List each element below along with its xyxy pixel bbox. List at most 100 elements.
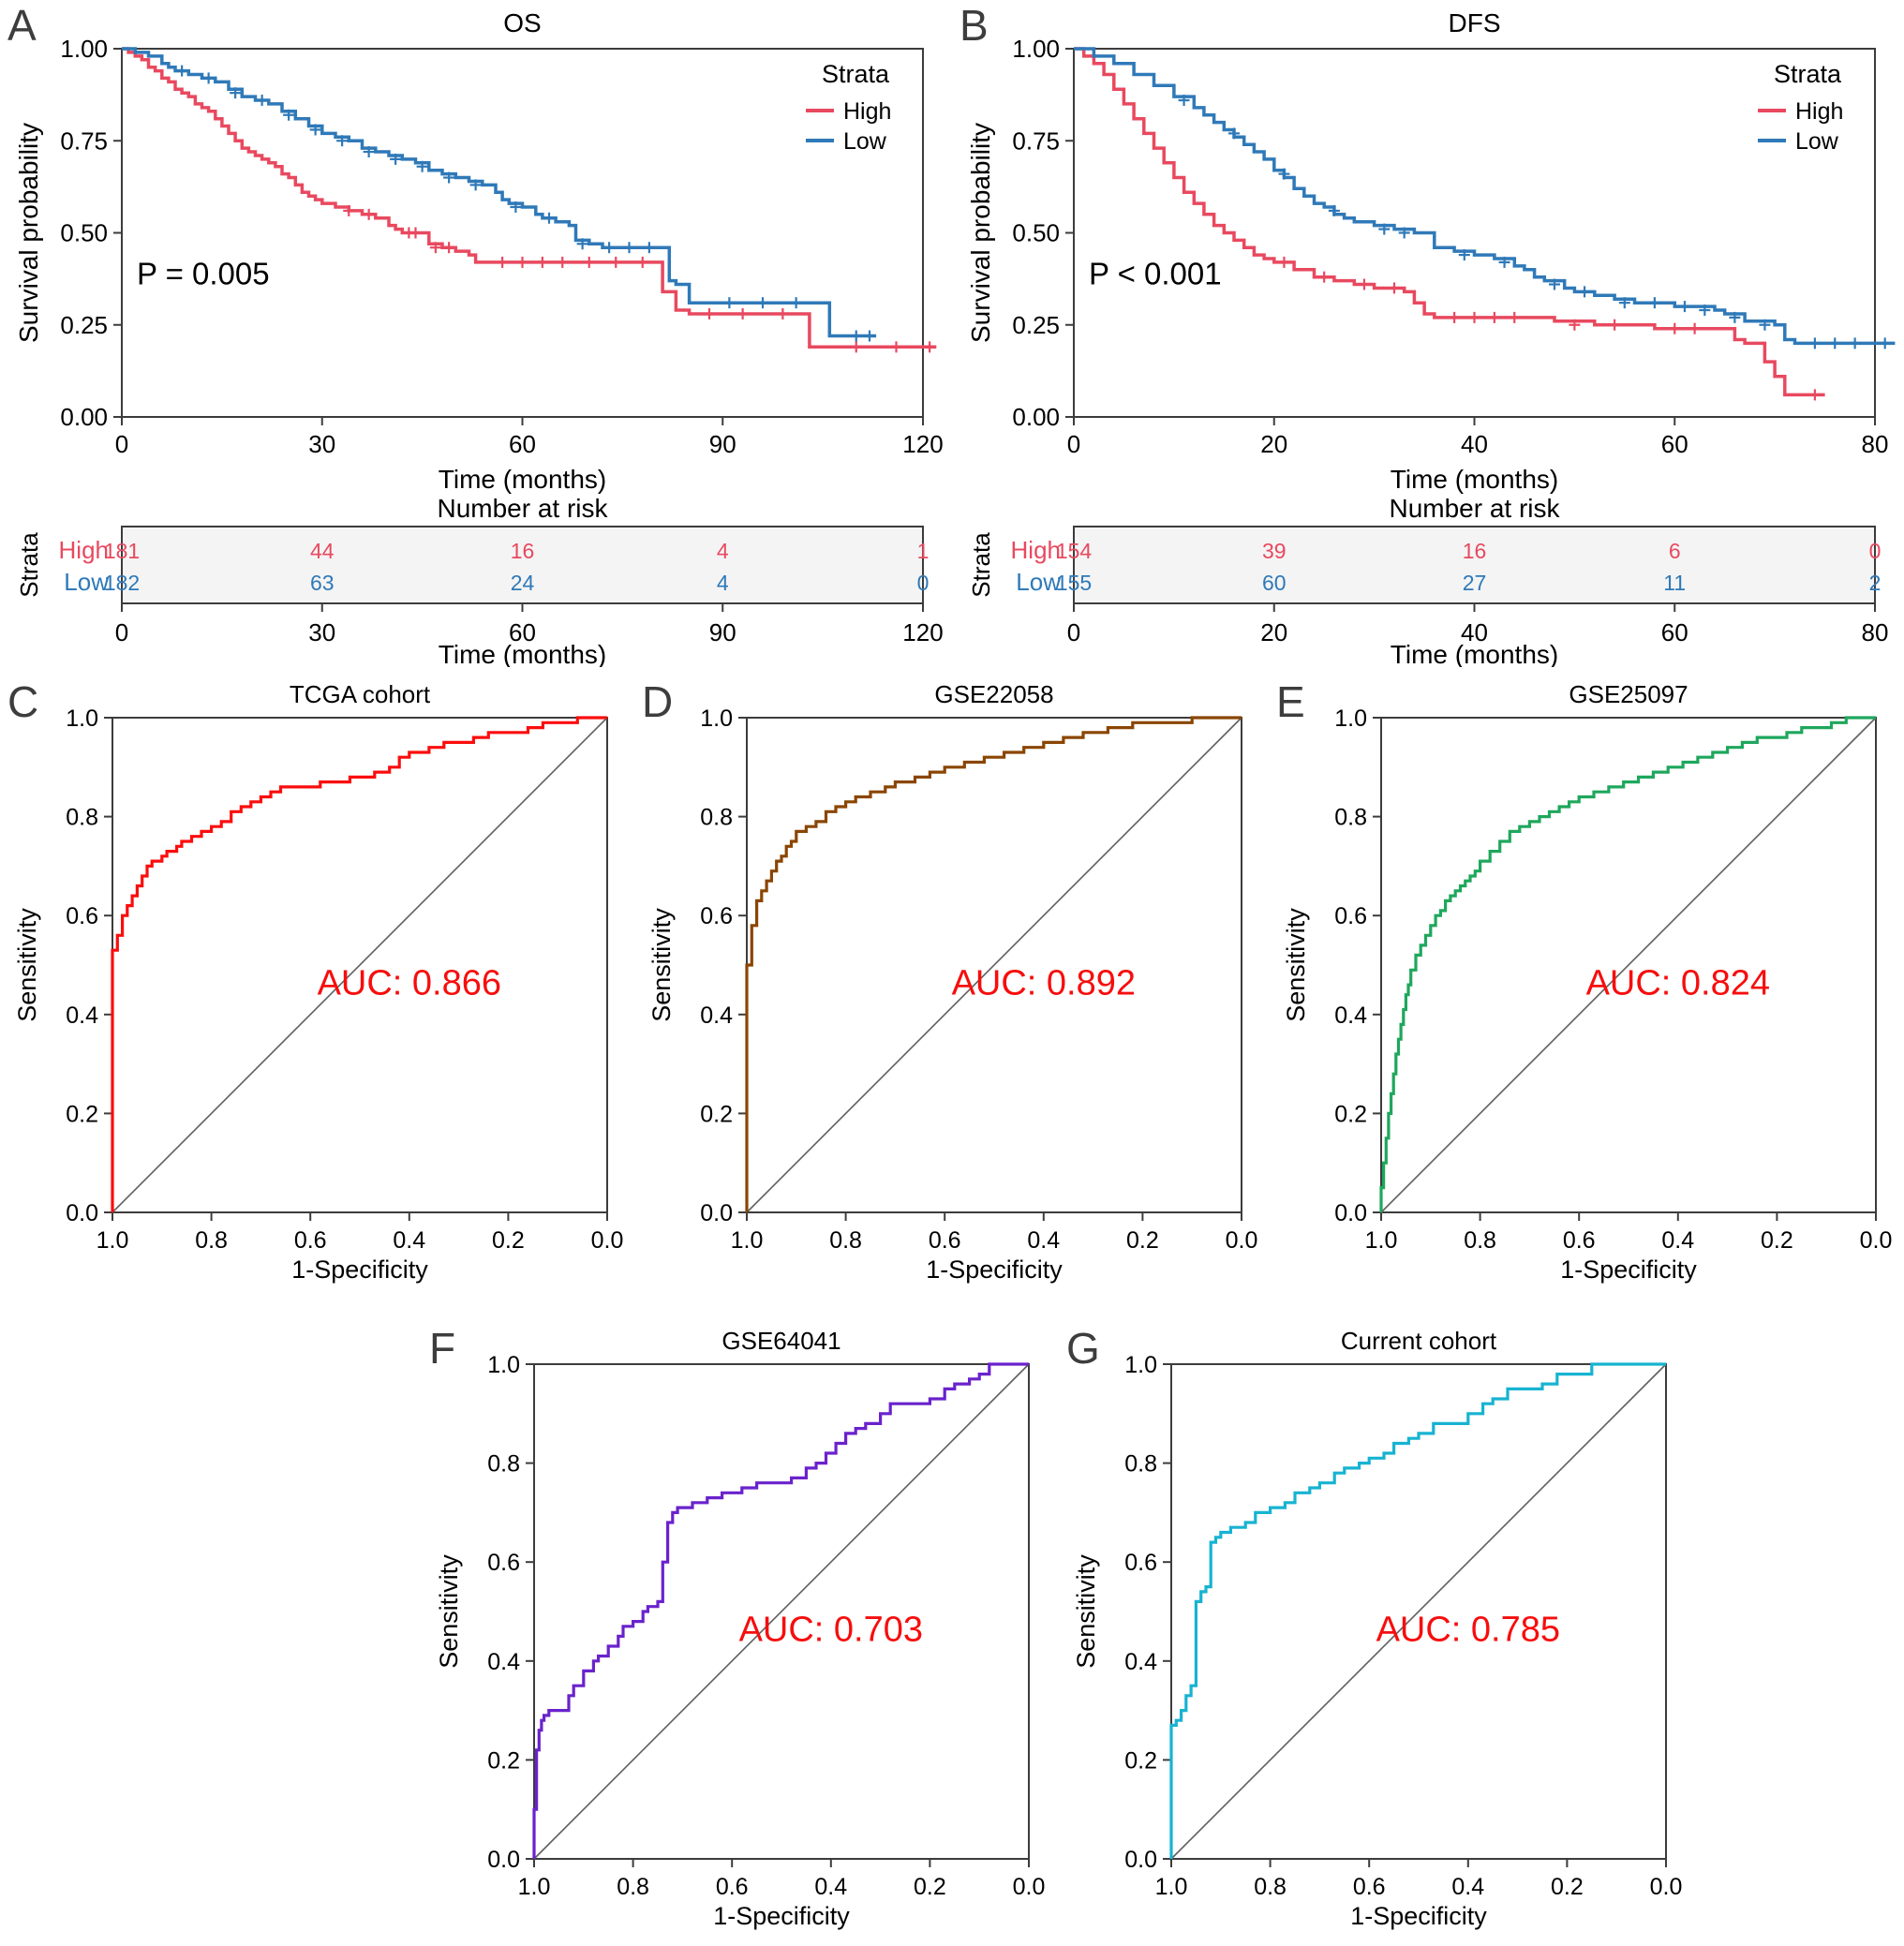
x-tick-label: 60 (509, 618, 536, 646)
y-axis-label: Sensitivity (13, 908, 41, 1022)
x-axis-label: 1-Specificity (291, 1255, 428, 1284)
risk-count: 27 (1463, 571, 1487, 595)
tcga-roc-chart: TCGA cohort 1.0 0.8 0.6 0.4 0.2 0.0 0.0 0.2 0.4 0.… (0, 676, 634, 1295)
x-tick-label: 0.4 (814, 1874, 847, 1900)
p-value: P < 0.001 (1089, 257, 1222, 291)
y-tick-label: 0.50 (1012, 219, 1060, 247)
panel-a-os-km: A OS 0.00 0.25 0.50 0.75 1.00 0 30 60 90 120 Time (… (0, 0, 952, 667)
x-tick-label: 60 (509, 430, 536, 458)
x-tick-label: 20 (1260, 430, 1287, 458)
panel-letter-e: E (1276, 677, 1305, 726)
y-axis-label: Survival probability (966, 123, 995, 343)
chart-title: TCGA cohort (290, 680, 431, 708)
y-tick-label: 0.2 (1124, 1747, 1157, 1774)
legend-title: Strata (822, 60, 890, 88)
x-tick-label: 60 (1661, 430, 1688, 458)
x-tick-label: 0.2 (492, 1227, 525, 1254)
x-tick-label: 120 (902, 618, 943, 646)
y-tick-label: 0.6 (66, 903, 98, 929)
risk-row-label: High (1011, 536, 1061, 564)
x-tick-label: 0 (1067, 618, 1080, 646)
y-tick-label: 0.00 (1012, 403, 1060, 431)
x-tick-label: 0.0 (1013, 1874, 1046, 1900)
x-tick-label: 1.0 (97, 1227, 129, 1254)
x-tick-label: 0.2 (1126, 1227, 1159, 1254)
km-curve-high (1074, 47, 1825, 397)
risk-count: 0 (917, 571, 930, 595)
y-tick-label: 0.8 (700, 805, 733, 831)
risk-count: 6 (1669, 539, 1681, 563)
y-tick-label: 0.0 (1124, 1847, 1157, 1873)
y-tick-label: 0.6 (1124, 1550, 1157, 1576)
y-tick-label: 0.6 (487, 1550, 520, 1576)
risk-count: 4 (717, 539, 729, 563)
roc-curve (1379, 716, 1876, 1212)
panel-f-gse64041-roc: F GSE64041 1.0 0.8 0.6 0.4 0.2 0.0 0.0 0.2 0.4 0.6… (422, 1323, 1056, 1941)
plot-border (1170, 1363, 1667, 1860)
auc-label: AUC: 0.866 (318, 964, 501, 1003)
x-tick-label: 60 (1661, 618, 1688, 646)
panel-d-gse22058-roc: D GSE22058 1.0 0.8 0.6 0.4 0.2 0.0 0.0 0.2 0.4 0.6… (634, 676, 1269, 1295)
y-tick-label: 1.0 (700, 706, 733, 732)
reference-diagonal (1170, 1363, 1667, 1860)
y-axis-label: Survival probability (14, 123, 43, 343)
legend-label: High (1795, 98, 1843, 125)
y-axis-label: Sensitivity (647, 908, 676, 1022)
p-value: P = 0.005 (137, 257, 270, 291)
chart-title: Current cohort (1341, 1327, 1497, 1355)
y-tick-label: 1.00 (1012, 35, 1060, 63)
roc-chart: GSE64041 1.0 0.8 0.6 0.4 0.2 0.0 0.0 0.2 0.4 0.6 0.… (435, 1327, 1046, 1930)
x-tick-label: 1.0 (1155, 1874, 1188, 1900)
roc-curve (745, 716, 1242, 1212)
current-cohort-roc-chart: Current cohort 1.0 0.8 0.6 0.4 0.2 0.0 0.0 0.2 0.… (1059, 1323, 1693, 1941)
x-tick-label: 0.0 (1650, 1874, 1683, 1900)
y-tick-label: 0.6 (1334, 903, 1367, 929)
roc-curve (532, 1362, 1029, 1859)
y-tick-label: 0.8 (487, 1451, 520, 1478)
risk-row-label: Low (64, 568, 109, 596)
risk-count: 4 (717, 571, 729, 595)
os-km-chart: OS 0.00 0.25 0.50 0.75 1.00 0 30 60 90 120 Time (mo… (0, 0, 952, 667)
risk-count: 11 (1663, 571, 1686, 595)
y-tick-label: 0.75 (1012, 126, 1060, 155)
panel-e-gse25097-roc: E GSE25097 1.0 0.8 0.6 0.4 0.2 0.0 0.0 0.2 0.4 0.6… (1269, 676, 1903, 1295)
chart-title: OS (503, 8, 541, 37)
y-tick-label: 0.0 (66, 1200, 98, 1226)
risk-count: 2 (1869, 571, 1882, 595)
chart-title: GSE22058 (934, 680, 1053, 708)
y-tick-label: 0.25 (1012, 311, 1060, 339)
x-axis-label: 1-Specificity (1560, 1255, 1697, 1284)
x-tick-label: 30 (308, 430, 335, 458)
risk-count: 16 (1463, 539, 1487, 563)
y-tick-label: 0.2 (66, 1101, 98, 1127)
x-tick-label: 0.8 (1254, 1874, 1287, 1900)
panel-letter-d: D (642, 677, 674, 726)
panel-letter-a: A (7, 1, 37, 50)
roc-chart: TCGA cohort 1.0 0.8 0.6 0.4 0.2 0.0 0.0 0.2 0.4 0.… (13, 680, 623, 1284)
x-tick-label: 1.0 (731, 1227, 764, 1254)
y-tick-label: 0.8 (66, 805, 98, 831)
y-tick-label: 0.2 (700, 1101, 733, 1127)
x-tick-label: 0.8 (829, 1227, 862, 1254)
roc-chart: Current cohort 1.0 0.8 0.6 0.4 0.2 0.0 0.0 0.2 0.… (1072, 1327, 1683, 1930)
y-tick-label: 1.00 (60, 35, 108, 63)
risk-count: 44 (310, 539, 335, 563)
x-tick-label: 20 (1260, 618, 1287, 646)
x-tick-label: 40 (1461, 618, 1488, 646)
risk-table-title: Number at risk (437, 494, 608, 523)
y-tick-label: 0.2 (487, 1747, 520, 1774)
risk-x-axis-label: Time (months) (1391, 640, 1558, 667)
risk-table-box (1073, 526, 1876, 604)
y-tick-label: 0.6 (700, 903, 733, 929)
gse22058-roc-chart: GSE22058 1.0 0.8 0.6 0.4 0.2 0.0 0.0 0.2 0.4 0.6 0.… (634, 676, 1269, 1295)
x-tick-label: 0.4 (1661, 1227, 1694, 1254)
risk-row-label: Low (1016, 568, 1061, 596)
plot-border (1380, 717, 1877, 1213)
plot-border (533, 1363, 1030, 1860)
x-tick-label: 0.6 (294, 1227, 327, 1254)
risk-strata-label: Strata (967, 532, 995, 598)
x-tick-label: 0.8 (617, 1874, 649, 1900)
reference-diagonal (746, 717, 1242, 1213)
risk-count: 63 (310, 571, 335, 595)
y-tick-label: 0.8 (1334, 805, 1367, 831)
